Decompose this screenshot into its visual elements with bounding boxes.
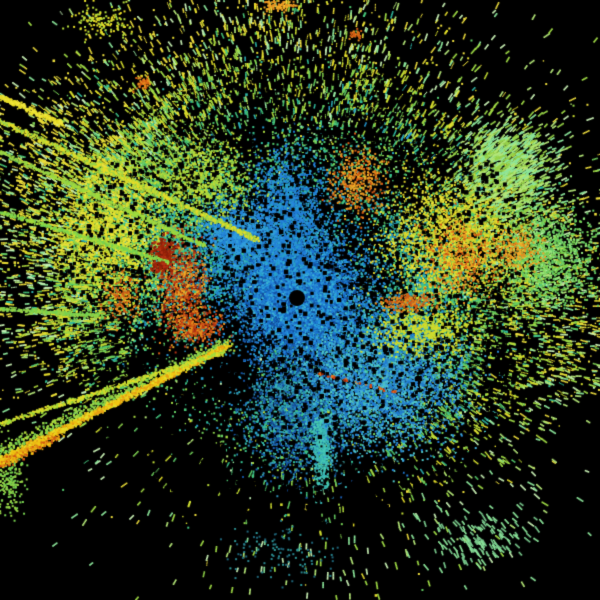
lidar-bev-viewport (0, 0, 600, 600)
point-cloud-canvas (0, 0, 600, 600)
